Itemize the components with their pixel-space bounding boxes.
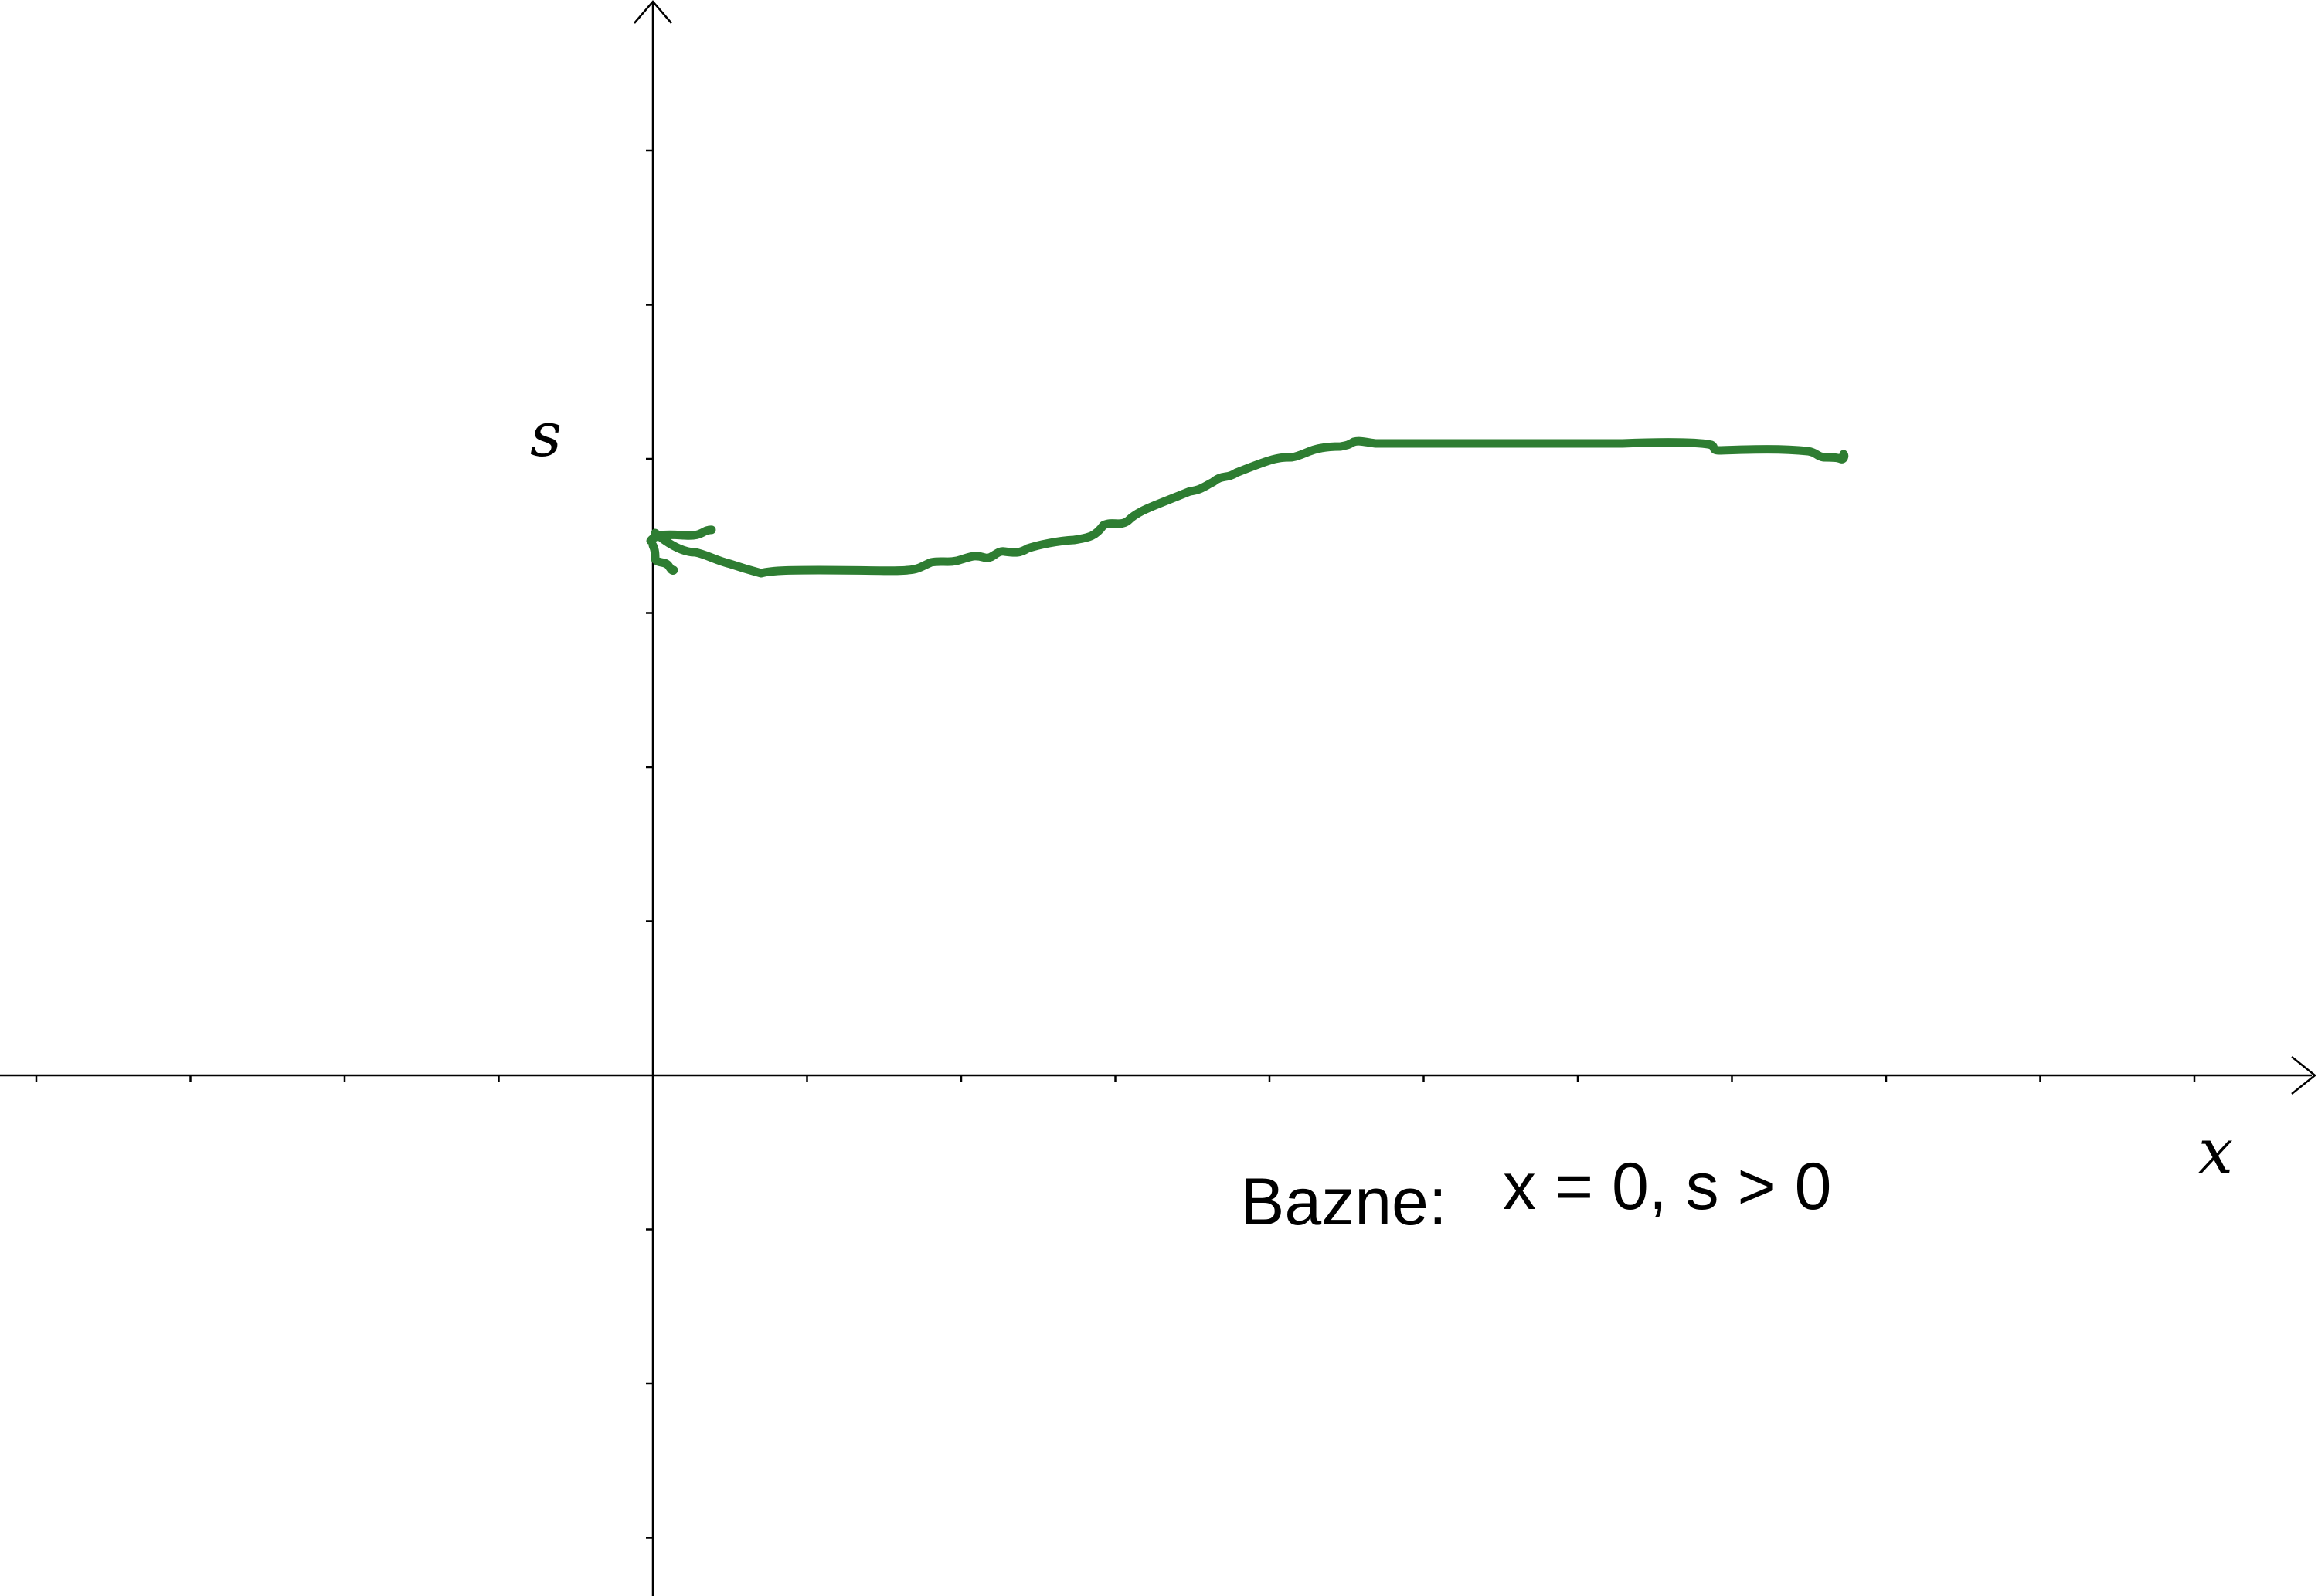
boundary-curve — [646, 436, 1849, 578]
x-axis-ticks — [35, 1075, 2196, 1082]
y-axis-ticks — [646, 149, 653, 1539]
y-axis-label: s — [530, 399, 562, 470]
x-axis — [0, 1056, 2317, 1095]
y-axis — [634, 0, 672, 1596]
x-axis-label: x — [2198, 1116, 2233, 1187]
caption-label: Bazne: — [1240, 1165, 1447, 1239]
caption-condition: x = 0, s > 0 — [1503, 1149, 1831, 1224]
